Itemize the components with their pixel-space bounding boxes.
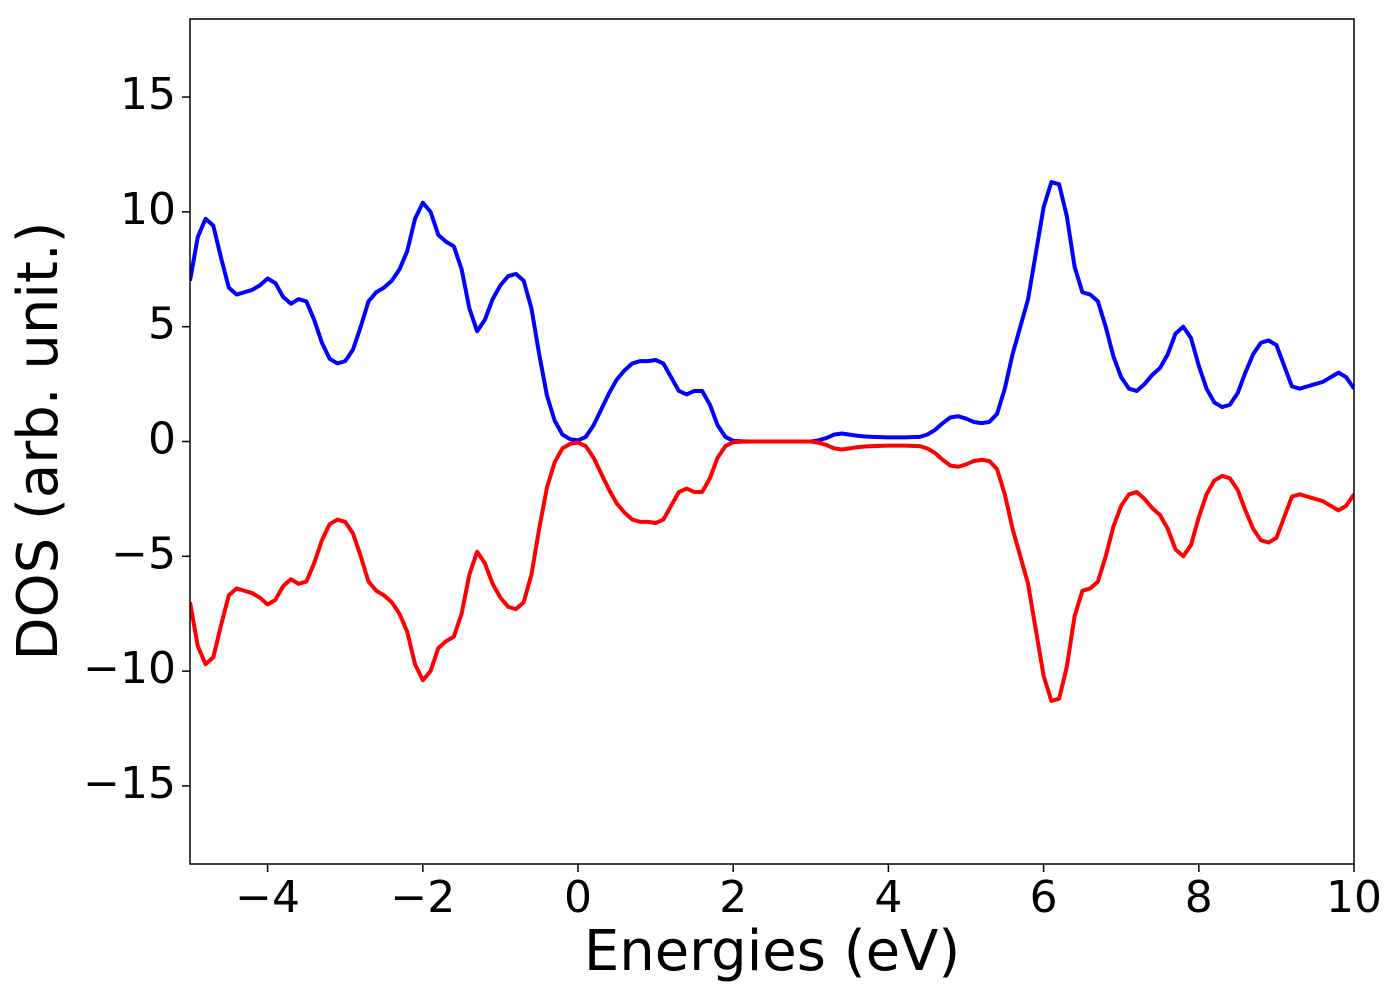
plot-frame [189, 18, 1355, 865]
y-tick-label: 0 [148, 414, 176, 465]
x-tick-label: −2 [390, 872, 455, 923]
y-tick-label: −15 [83, 758, 176, 809]
series-line [190, 439, 1354, 703]
y-tick-label: −10 [83, 643, 176, 694]
x-tick-label: 6 [1030, 872, 1058, 923]
x-tick-label: 2 [719, 872, 747, 923]
x-tick-label: 10 [1326, 872, 1382, 923]
y-axis-label: DOS (arb. unit.) [6, 221, 71, 660]
y-tick-label: −5 [111, 528, 176, 579]
x-axis-label: Energies (eV) [584, 919, 960, 984]
x-tick-label: 0 [564, 872, 592, 923]
y-tick-label: 5 [148, 299, 176, 350]
x-tick-label: 8 [1185, 872, 1213, 923]
series-line [190, 180, 1354, 444]
y-tick-label: 10 [120, 184, 176, 235]
y-tick-label: 15 [120, 69, 176, 120]
x-tick-label: 4 [874, 872, 902, 923]
x-tick-label: −4 [235, 872, 300, 923]
